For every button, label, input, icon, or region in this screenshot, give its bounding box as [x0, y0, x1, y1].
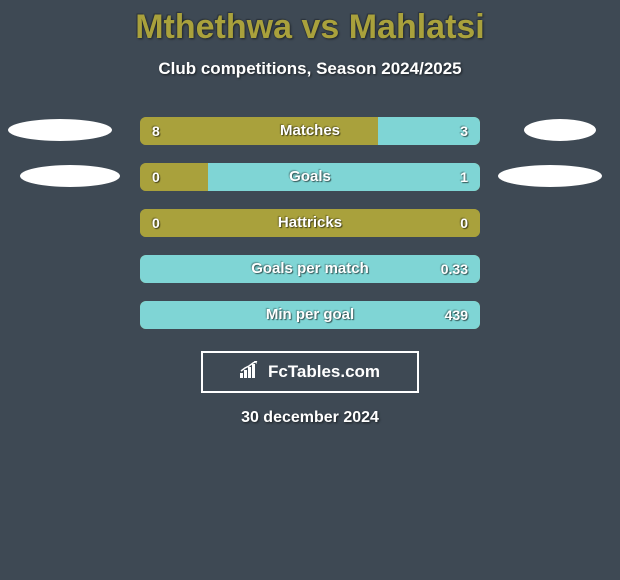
- bar-label: Hattricks: [140, 209, 480, 237]
- page-subtitle: Club competitions, Season 2024/2025: [0, 59, 620, 79]
- comparison-chart: 83Matches 01Goals 00Hattricks 0.33Goals per…: [0, 107, 620, 337]
- branding-badge: FcTables.com: [201, 351, 419, 393]
- comparison-bar: 439Min per goal: [140, 301, 480, 329]
- flag-placeholder-right: [524, 119, 596, 141]
- date-line: 30 december 2024: [0, 409, 620, 427]
- comparison-bar: 83Matches: [140, 117, 480, 145]
- page-title: Mthethwa vs Mahlatsi: [0, 0, 620, 47]
- bar-label: Min per goal: [140, 301, 480, 329]
- comparison-bar: 00Hattricks: [140, 209, 480, 237]
- comparison-row: 0.33Goals per match: [0, 245, 620, 291]
- comparison-row: 01Goals: [0, 153, 620, 199]
- bar-label: Goals per match: [140, 255, 480, 283]
- comparison-bar: 0.33Goals per match: [140, 255, 480, 283]
- bar-label: Matches: [140, 117, 480, 145]
- bar-label: Goals: [140, 163, 480, 191]
- comparison-bar: 01Goals: [140, 163, 480, 191]
- bar-chart-icon: [240, 361, 262, 384]
- comparison-row: 00Hattricks: [0, 199, 620, 245]
- branding-text: FcTables.com: [268, 362, 380, 382]
- flag-placeholder-left: [8, 119, 112, 141]
- flag-placeholder-right: [498, 165, 602, 187]
- comparison-row: 83Matches: [0, 107, 620, 153]
- page-root: Mthethwa vs Mahlatsi Club competitions, …: [0, 0, 620, 580]
- flag-placeholder-left: [20, 165, 120, 187]
- comparison-row: 439Min per goal: [0, 291, 620, 337]
